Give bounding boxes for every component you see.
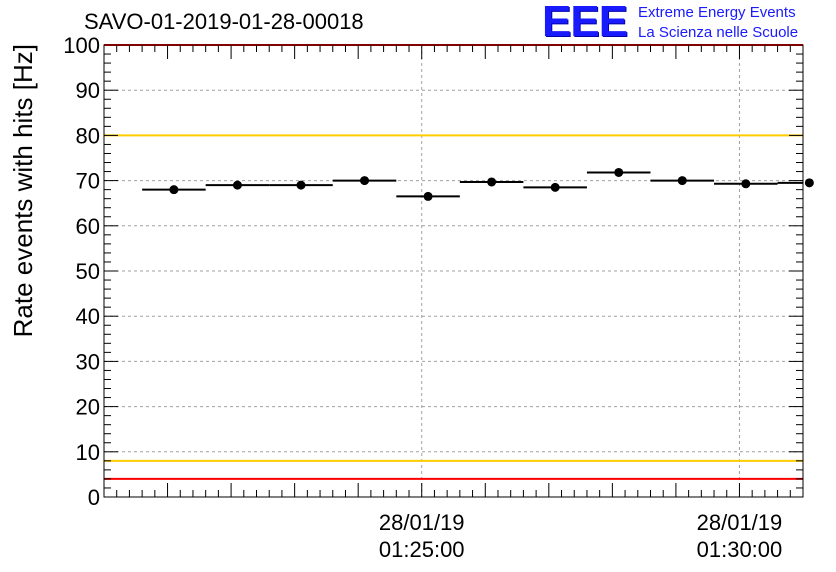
y-tick-label: 80: [76, 123, 100, 148]
y-tick-label: 20: [76, 395, 100, 420]
data-point: [550, 182, 560, 192]
eee-logo: EEE Extreme Energy Events La Scienza nel…: [542, 0, 836, 46]
x-tick-label-date: 28/01/19: [379, 510, 465, 535]
logo-line-2: La Scienza nelle Scuole: [638, 24, 799, 41]
data-point: [804, 178, 814, 188]
y-tick-label: 60: [76, 214, 100, 239]
y-tick-label: 30: [76, 349, 100, 374]
data-point: [360, 176, 370, 186]
y-tick-label: 100: [63, 33, 100, 58]
y-axis-label: Rate events with hits [Hz]: [8, 44, 38, 337]
y-tick-label: 50: [76, 259, 100, 284]
data-point: [741, 179, 751, 189]
logo-mark: EEE: [542, 0, 628, 46]
y-tick-label: 40: [76, 304, 100, 329]
x-tick-label-time: 01:25:00: [379, 537, 465, 562]
data-point: [169, 185, 179, 195]
data-point: [232, 180, 242, 190]
y-tick-label: 90: [76, 78, 100, 103]
x-tick-label-date: 28/01/19: [697, 510, 783, 535]
chart-title: SAVO-01-2019-01-28-00018: [84, 9, 364, 34]
data-point: [487, 177, 497, 187]
y-tick-label: 0: [88, 485, 100, 510]
y-tick-label: 70: [76, 169, 100, 194]
data-point: [296, 180, 306, 190]
x-tick-label-time: 01:30:00: [697, 537, 783, 562]
data-point: [677, 176, 687, 186]
data-point: [423, 191, 433, 201]
y-tick-label: 10: [76, 440, 100, 465]
data-point: [614, 167, 624, 177]
logo-line-1: Extreme Energy Events: [638, 4, 796, 21]
